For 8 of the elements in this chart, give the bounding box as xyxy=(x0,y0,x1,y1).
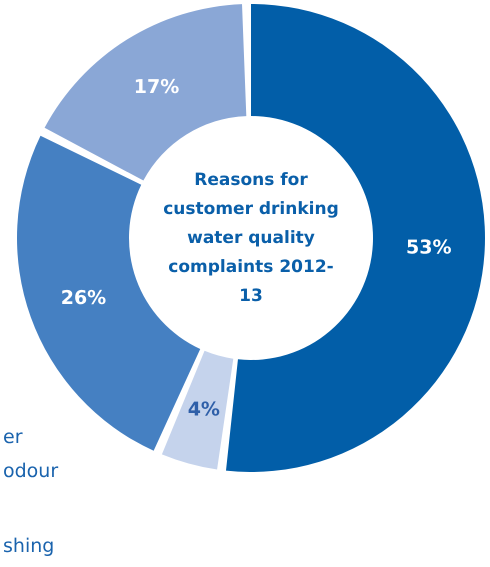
text: odour xyxy=(3,460,58,482)
data-label: 26% xyxy=(60,287,106,310)
text: shing xyxy=(3,535,54,557)
text: Reasons for customer drinking water quality complaints 2012-13 xyxy=(162,169,340,308)
data-label: 53% xyxy=(406,236,452,259)
data-label: 17% xyxy=(134,76,180,98)
data-label: 4% xyxy=(188,398,220,421)
text: er xyxy=(3,426,23,448)
